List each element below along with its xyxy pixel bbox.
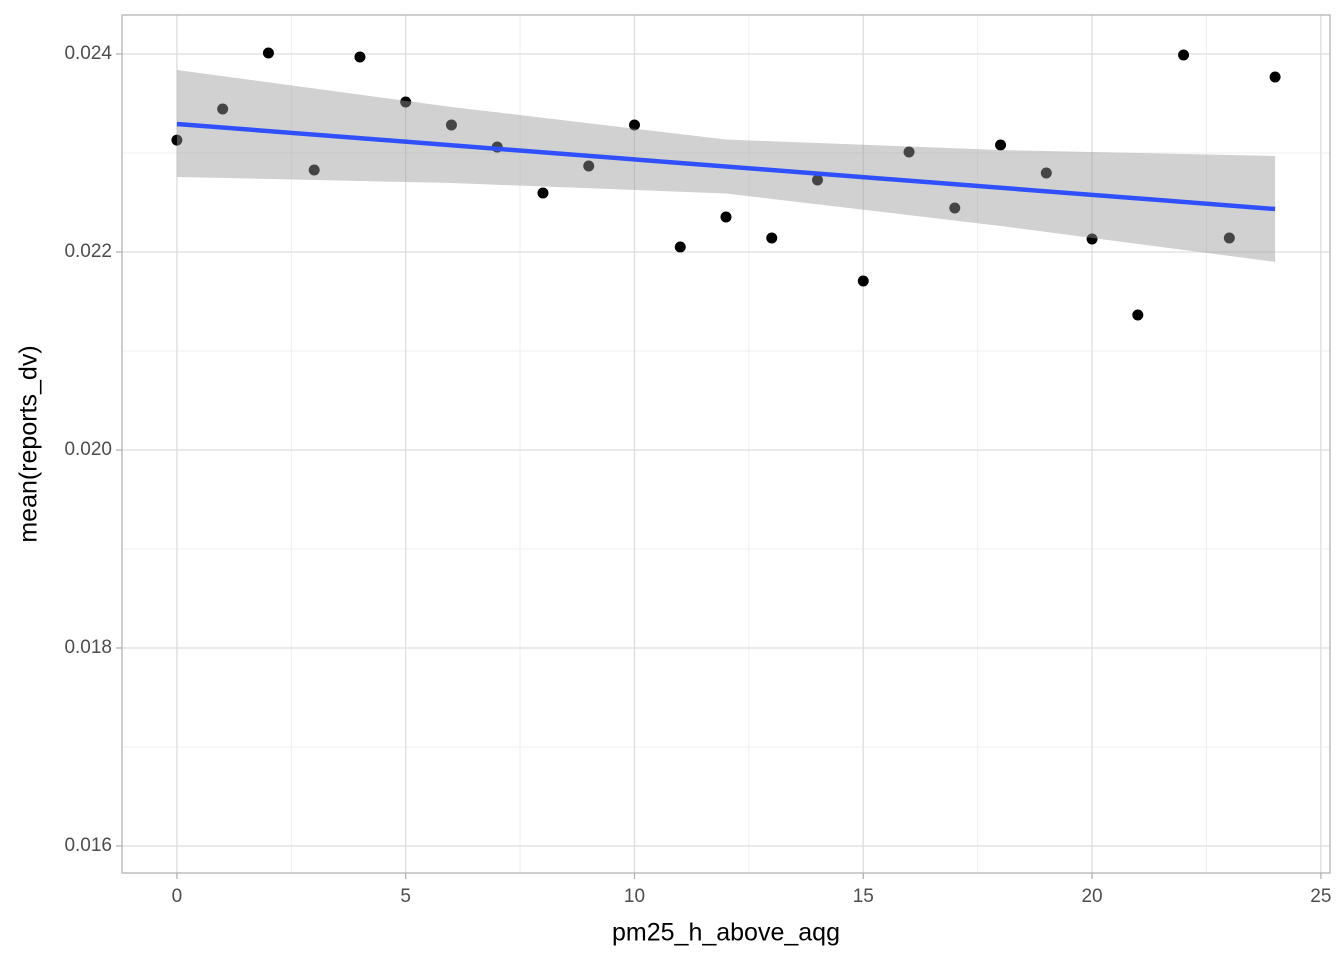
x-tick-label: 10 [624, 886, 645, 907]
point [1040, 167, 1052, 179]
x-axis-title: pm25_h_above_aqg [612, 919, 840, 947]
point [857, 275, 869, 287]
point [903, 146, 915, 158]
point [262, 47, 274, 59]
point [171, 134, 183, 146]
x-tick-label: 0 [172, 886, 183, 907]
x-tick-label: 25 [1310, 886, 1331, 907]
point [400, 96, 412, 108]
panel [122, 15, 1330, 873]
point [1223, 232, 1235, 244]
fit-line [176, 121, 1276, 212]
y-tick-label: 0.016 [64, 835, 112, 856]
point [949, 202, 961, 214]
x-tick-label: 15 [853, 886, 874, 907]
point [354, 51, 366, 63]
point [1086, 233, 1098, 245]
point [1178, 49, 1190, 61]
point [217, 103, 229, 115]
point [628, 119, 640, 131]
point [583, 160, 595, 172]
y-tick-label: 0.018 [64, 637, 112, 658]
point [995, 139, 1007, 151]
point [766, 232, 778, 244]
point [1132, 309, 1144, 321]
point [1269, 71, 1281, 83]
point [674, 241, 686, 253]
point [537, 187, 549, 199]
x-tick-label: 20 [1081, 886, 1102, 907]
x-tick-label: 5 [400, 886, 411, 907]
y-tick-label: 0.022 [64, 241, 112, 262]
point [308, 164, 320, 176]
point [445, 119, 457, 131]
point [720, 211, 732, 223]
point [812, 174, 824, 186]
y-tick-label: 0.020 [64, 439, 112, 460]
y-tick-label: 0.024 [64, 43, 112, 64]
panel-border [121, 14, 1331, 874]
y-axis-title: mean(reports_dv) [15, 345, 43, 542]
